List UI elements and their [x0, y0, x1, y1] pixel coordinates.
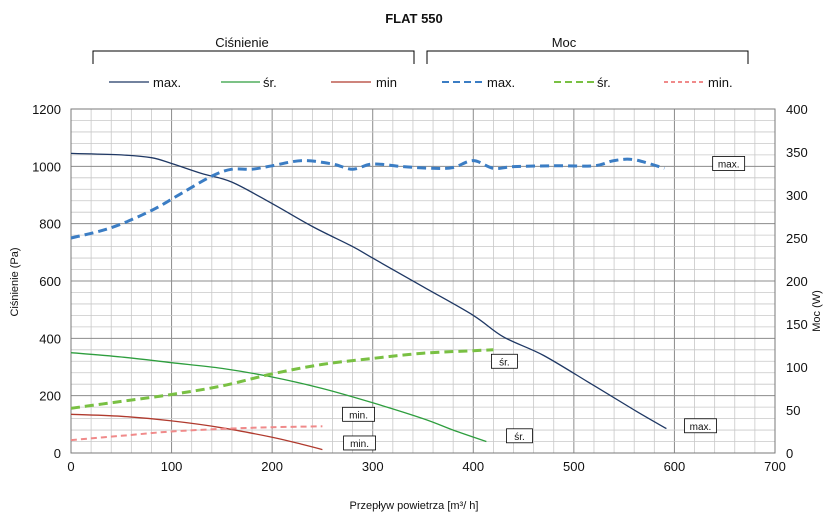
x-tick-label: 200 — [261, 459, 283, 474]
annotation-label: min. — [350, 439, 369, 450]
x-tick-label: 500 — [563, 459, 585, 474]
y-right-tick-label: 300 — [786, 188, 808, 203]
y-left-tick-label: 400 — [39, 331, 61, 346]
annotation-box — [506, 428, 533, 444]
y-left-tick-label: 0 — [54, 446, 61, 461]
y-right-tick-label: 350 — [786, 145, 808, 160]
legend-label-moc-max: max. — [487, 75, 515, 90]
plot-frame — [70, 108, 776, 454]
y-right-tick-label: 250 — [786, 231, 808, 246]
bracket-moc — [426, 50, 749, 64]
annotation-box — [342, 406, 375, 422]
group-header-ciśnienie: Ciśnienie — [215, 35, 268, 50]
y-axis-left-label: Ciśnienie (Pa) — [9, 247, 21, 316]
legend-label-moc-min: min. — [708, 75, 733, 90]
y-right-tick-label: 100 — [786, 360, 808, 375]
series-layer — [70, 152, 667, 451]
y-right-tick-label: 150 — [786, 317, 808, 332]
legend-label-ciśnienie-max: max. — [153, 75, 181, 90]
x-tick-label: 0 — [67, 459, 74, 474]
axes: 0 100 200 300 400 500 600 700020040060080010001… — [32, 102, 808, 474]
x-tick-label: 600 — [664, 459, 686, 474]
y-left-tick-label: 1000 — [32, 159, 61, 174]
y-left-tick-label: 1200 — [32, 102, 61, 117]
grid — [70, 108, 776, 454]
annotation-layer: max. śr. min. max. śr. min. — [342, 156, 746, 451]
annotation-label: śr. — [514, 432, 525, 443]
y-left-tick-label: 200 — [39, 389, 61, 404]
series-line-ciśnienie-śr — [70, 352, 487, 443]
y-left-tick-label: 800 — [39, 217, 61, 232]
x-axis-label: Przepływ powietrza [m³/ h] — [350, 500, 479, 512]
x-tick-label: 300 — [362, 459, 384, 474]
legend-label-moc-śr: śr. — [597, 75, 611, 90]
annotation-box — [490, 353, 518, 369]
group-header-moc: Moc — [552, 35, 577, 50]
y-right-tick-label: 0 — [786, 446, 793, 461]
chart-title: FLAT 550 — [385, 11, 443, 26]
y-left-tick-label: 600 — [39, 274, 61, 289]
series-line-moc-min — [70, 425, 323, 442]
legend: max. śr. min max. śr. min. — [109, 75, 733, 90]
annotation-box — [684, 418, 717, 434]
x-tick-label: 100 — [161, 459, 183, 474]
x-tick-label: 400 — [462, 459, 484, 474]
legend-label-ciśnienie-śr: śr. — [263, 75, 277, 90]
series-line-moc-śr — [70, 348, 494, 410]
legend-label-ciśnienie-min: min — [376, 75, 397, 90]
annotation-label: max. — [690, 422, 712, 433]
annotation-label: śr. — [499, 357, 510, 368]
series-line-ciśnienie-max — [70, 152, 667, 430]
series-line-ciśnienie-min — [70, 413, 323, 451]
bracket-ciśnienie — [92, 50, 415, 64]
y-right-tick-label: 200 — [786, 274, 808, 289]
annotation-label: min. — [349, 410, 368, 421]
y-axis-right-label: Moc (W) — [811, 290, 823, 332]
annotation-label: max. — [718, 159, 740, 170]
annotation-box — [343, 435, 376, 451]
y-right-tick-label: 400 — [786, 102, 808, 117]
y-right-tick-label: 50 — [786, 403, 800, 418]
annotation-box — [712, 156, 746, 171]
series-line-moc-max — [70, 157, 665, 240]
x-tick-label: 700 — [764, 459, 786, 474]
